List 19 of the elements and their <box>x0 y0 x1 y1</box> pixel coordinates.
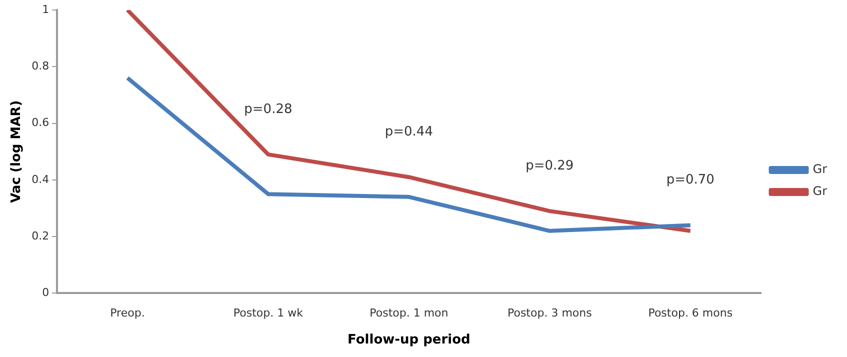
y-tick-label: 1 <box>42 2 50 16</box>
annotation: p=0.70 <box>666 172 714 188</box>
y-tick-label: 0.6 <box>32 116 50 130</box>
y-tick-label: 0.8 <box>32 60 50 72</box>
annotation: p=0.29 <box>526 158 574 174</box>
x-axis-title: Follow-up period <box>348 332 470 348</box>
x-tick-label: Postop. 3 mons <box>507 306 592 320</box>
y-tick-label: 0.2 <box>32 229 50 242</box>
x-tick-label: Postop. 1 mon <box>370 306 448 320</box>
y-tick-label: 0 <box>42 286 50 300</box>
legend-label: Gr <box>812 184 828 198</box>
annotation: p=0.44 <box>384 124 433 140</box>
annotation: p=0.28 <box>244 102 292 117</box>
y-tick-label: 0.4 <box>32 172 50 186</box>
legend-label: Gr <box>812 162 828 176</box>
x-tick-label: Postop. 1 wk <box>233 306 304 320</box>
x-tick-label: Preop. <box>110 306 145 320</box>
x-tick-label: Postop. 6 mons <box>648 306 733 320</box>
y-axis-title: Vac (log MAR) <box>9 100 24 203</box>
